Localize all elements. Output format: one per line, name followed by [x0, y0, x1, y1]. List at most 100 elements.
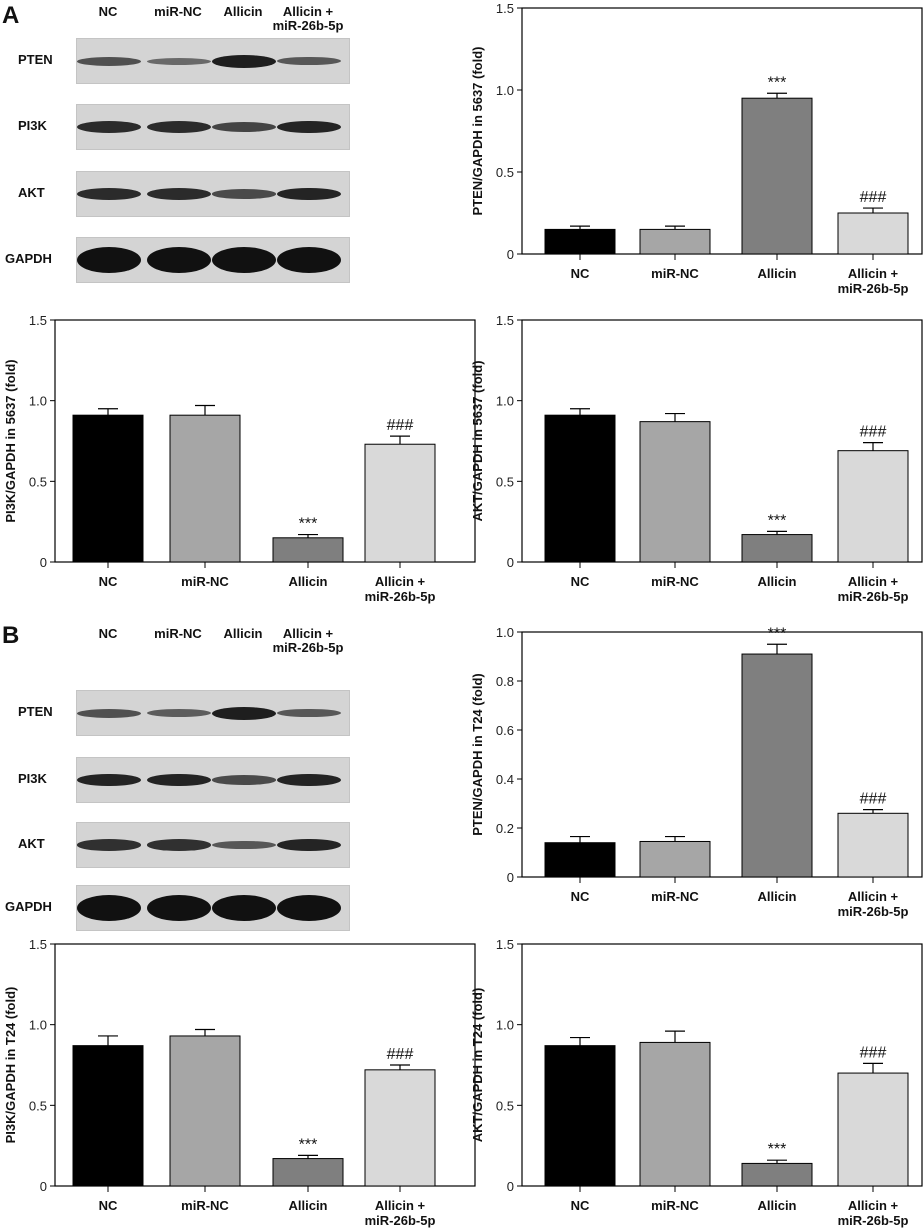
bar [72, 414, 144, 563]
x-tick-label: miR-NC [651, 574, 699, 589]
panel-letter-b: B [2, 622, 20, 649]
y-tick-label: 0.5 [496, 1098, 514, 1113]
blot-strip-pi3k [76, 757, 350, 803]
blot-band [147, 895, 211, 921]
significance-label: ### [860, 1044, 887, 1061]
blot-band [212, 706, 276, 720]
bar-chart: 0 0.5 1.0 1.5 PI3K/GAPDH in T24 (fold) NC miR-… [3, 937, 476, 1228]
blot-row-label: PI3K [18, 118, 47, 133]
x-tick-label-line: Allicin [757, 1198, 796, 1213]
x-tick-label: Allicin [757, 1198, 796, 1213]
blot-lane-label: NC [98, 4, 118, 19]
blot-strip-pten [76, 38, 350, 84]
blot-band [77, 188, 141, 200]
x-tick-label-line: Allicin [288, 574, 327, 589]
blot-band [212, 189, 276, 199]
blot-band [77, 247, 141, 273]
x-tick-label-line: NC [571, 266, 590, 281]
significance-label: ### [860, 791, 887, 808]
significance-label: *** [768, 1141, 787, 1158]
blot-band [212, 895, 276, 921]
y-axis-label: PTEN/GAPDH in 5637 (fold) [470, 46, 485, 215]
blot-band [212, 247, 276, 273]
x-tick-label-line: miR-NC [651, 1198, 699, 1213]
x-tick-label: Allicin + miR-26b-5p [365, 574, 436, 604]
bar-chart: 0 0.5 1.0 1.5 AKT/GAPDH in 5637 (fold) NC miR-… [470, 313, 923, 604]
x-tick-label: Allicin + miR-26b-5p [365, 1198, 436, 1228]
x-tick-label-line: NC [99, 1198, 118, 1213]
y-tick-label: 0.2 [496, 821, 514, 836]
blot-band [277, 773, 341, 787]
x-tick-label-line: Allicin + [848, 889, 899, 904]
x-tick-label-line: Allicin + [848, 266, 899, 281]
x-tick-label-line: miR-26b-5p [365, 589, 436, 604]
significance-label: ### [387, 417, 414, 434]
blot-lane-label: NC [98, 626, 118, 641]
blot-lane-label: miR-NC [154, 4, 202, 19]
y-tick-label: 1.5 [29, 313, 47, 328]
bar [639, 1041, 711, 1187]
significance-label: ### [860, 189, 887, 206]
x-tick-label-line: Allicin [757, 889, 796, 904]
blot-band [212, 54, 276, 68]
bar [837, 212, 909, 255]
bar [639, 840, 711, 878]
x-tick-label: NC [571, 889, 590, 904]
y-tick-label: 0.5 [496, 165, 514, 180]
bar [639, 228, 711, 255]
bar [72, 1045, 144, 1187]
y-tick-label: 1.0 [29, 394, 47, 409]
x-tick-label: NC [571, 266, 590, 281]
bar-chart: 0 0.5 1.0 1.5 AKT/GAPDH in T24 (fold) NC miR-N… [470, 937, 923, 1228]
x-tick-label: Allicin + miR-26b-5p [838, 574, 909, 604]
blot-band [277, 247, 341, 273]
x-tick-label-line: miR-NC [651, 889, 699, 904]
blot-band [277, 56, 341, 66]
x-tick-label-line: Allicin [288, 1198, 327, 1213]
blot-band [77, 773, 141, 787]
bar [272, 537, 344, 563]
y-tick-label: 0.8 [496, 674, 514, 689]
blot-strip-pten [76, 690, 350, 736]
significance-label: *** [768, 625, 787, 642]
x-tick-label-line: miR-26b-5p [838, 589, 909, 604]
blot-strip-akt [76, 171, 350, 217]
y-tick-label: 0.5 [496, 474, 514, 489]
blot-strip-gapdh [76, 885, 350, 931]
x-tick-label-line: miR-NC [651, 266, 699, 281]
significance-label: *** [299, 1136, 318, 1153]
bar [169, 414, 241, 563]
x-tick-label: Allicin + miR-26b-5p [838, 889, 909, 919]
y-axis-label: PI3K/GAPDH in 5637 (fold) [3, 359, 18, 522]
panel-letter-a: A [2, 2, 20, 29]
x-tick-label-line: NC [571, 1198, 590, 1213]
blot-row-label: GAPDH [5, 251, 52, 266]
x-tick-label-line: NC [99, 574, 118, 589]
x-tick-label: miR-NC [651, 266, 699, 281]
x-tick-label: NC [99, 574, 118, 589]
x-tick-label: Allicin [757, 266, 796, 281]
bar [544, 228, 616, 255]
x-tick-label: miR-NC [651, 1198, 699, 1213]
plot-frame [521, 7, 923, 255]
y-tick-label: 0 [507, 870, 514, 885]
x-tick-label: miR-NC [181, 574, 229, 589]
x-tick-label-line: miR-26b-5p [838, 1213, 909, 1228]
x-tick-label: NC [571, 574, 590, 589]
y-tick-label: 1.5 [29, 937, 47, 952]
blot-band [77, 121, 141, 133]
blot-band [147, 247, 211, 273]
y-tick-label: 0 [507, 555, 514, 570]
significance-label: *** [768, 512, 787, 529]
x-tick-label-line: miR-NC [181, 1198, 229, 1213]
bar [741, 653, 813, 878]
blot-lane-label: Allicin [223, 4, 263, 19]
significance-label: ### [860, 424, 887, 441]
y-tick-label: 0.4 [496, 772, 514, 787]
y-tick-label: 1.0 [496, 83, 514, 98]
bar [837, 812, 909, 878]
bar [364, 1069, 436, 1187]
y-tick-label: 1.0 [496, 394, 514, 409]
